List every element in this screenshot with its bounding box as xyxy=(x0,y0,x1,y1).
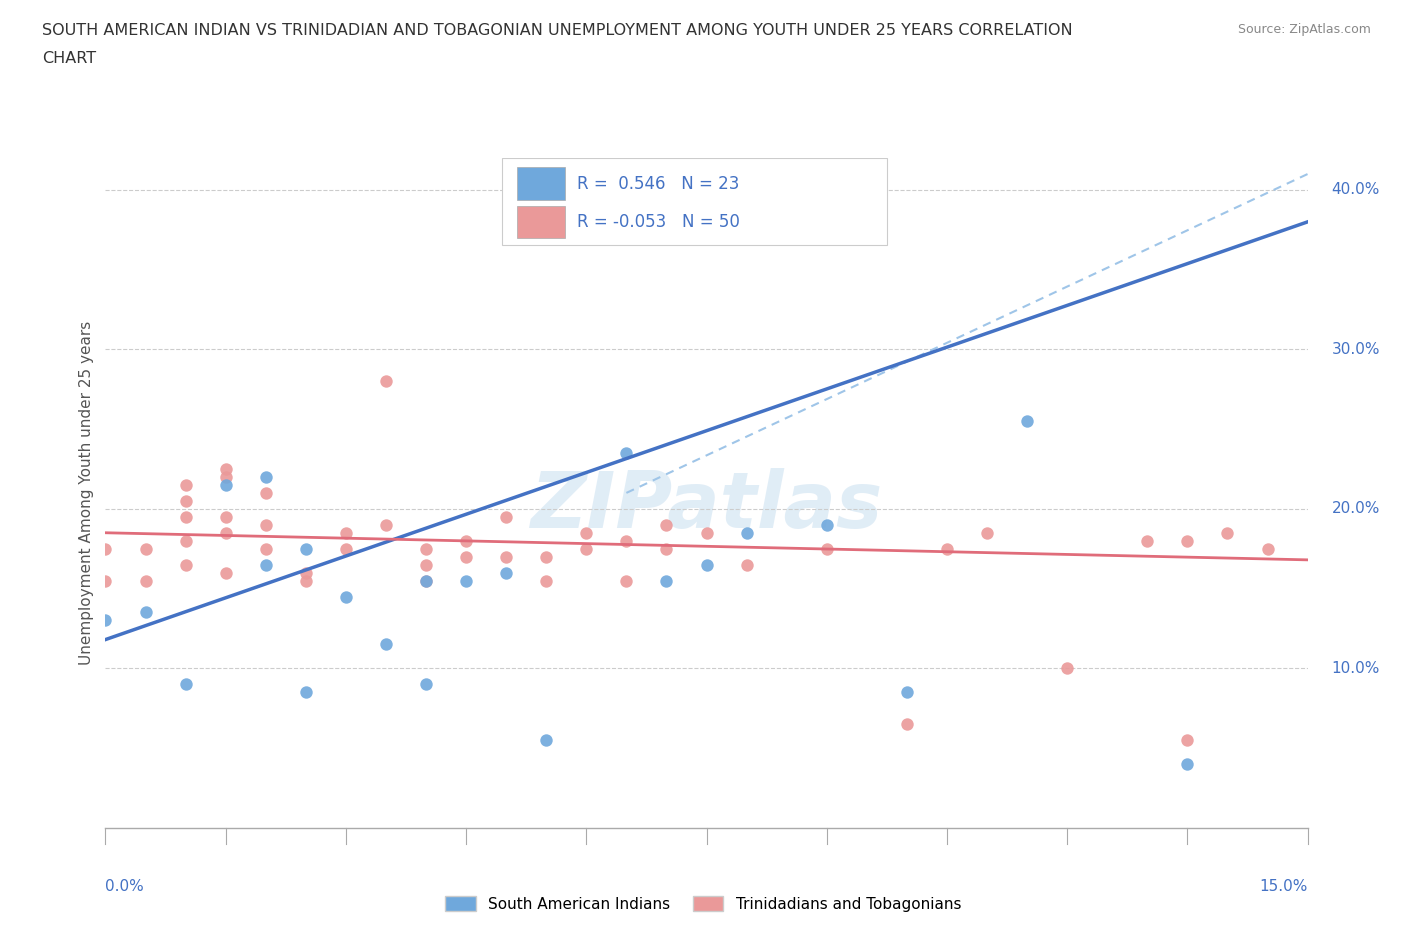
Point xyxy=(415,573,437,588)
Point xyxy=(696,525,718,540)
Point xyxy=(214,477,236,492)
Point xyxy=(1177,733,1199,748)
Text: 10.0%: 10.0% xyxy=(1331,661,1381,676)
Point xyxy=(254,517,277,532)
Point xyxy=(374,637,398,652)
Point xyxy=(896,684,918,699)
Point xyxy=(174,557,197,572)
Point xyxy=(1017,414,1039,429)
Point xyxy=(94,573,117,588)
Point xyxy=(1056,661,1078,676)
Point xyxy=(1136,533,1159,548)
Text: 30.0%: 30.0% xyxy=(1331,342,1381,357)
FancyBboxPatch shape xyxy=(516,206,565,238)
Point xyxy=(374,517,398,532)
Text: R = -0.053   N = 50: R = -0.053 N = 50 xyxy=(576,213,740,232)
Point xyxy=(1257,541,1279,556)
Y-axis label: Unemployment Among Youth under 25 years: Unemployment Among Youth under 25 years xyxy=(79,321,94,665)
Point xyxy=(295,565,318,580)
Point xyxy=(1177,756,1199,771)
Point xyxy=(534,550,557,565)
Text: 40.0%: 40.0% xyxy=(1331,182,1381,197)
Point xyxy=(94,613,117,628)
Point xyxy=(254,485,277,500)
Point xyxy=(295,541,318,556)
Point xyxy=(495,565,517,580)
Point xyxy=(174,494,197,509)
Point xyxy=(655,517,678,532)
Point xyxy=(655,541,678,556)
Point xyxy=(174,533,197,548)
Point xyxy=(454,573,477,588)
Text: CHART: CHART xyxy=(42,51,96,66)
FancyBboxPatch shape xyxy=(516,167,565,200)
Point xyxy=(815,517,838,532)
Point xyxy=(534,733,557,748)
Point xyxy=(135,605,157,620)
Point xyxy=(655,573,678,588)
Point xyxy=(174,510,197,525)
Point xyxy=(415,677,437,692)
FancyBboxPatch shape xyxy=(502,158,887,246)
Point xyxy=(254,557,277,572)
Point xyxy=(214,461,236,476)
Text: R =  0.546   N = 23: R = 0.546 N = 23 xyxy=(576,175,740,193)
Point xyxy=(135,541,157,556)
Point xyxy=(335,541,357,556)
Point xyxy=(415,573,437,588)
Point xyxy=(735,557,758,572)
Point xyxy=(174,477,197,492)
Point xyxy=(174,677,197,692)
Point xyxy=(214,565,236,580)
Point xyxy=(415,541,437,556)
Text: SOUTH AMERICAN INDIAN VS TRINIDADIAN AND TOBAGONIAN UNEMPLOYMENT AMONG YOUTH UND: SOUTH AMERICAN INDIAN VS TRINIDADIAN AND… xyxy=(42,23,1073,38)
Point xyxy=(936,541,959,556)
Point xyxy=(616,573,638,588)
Text: 20.0%: 20.0% xyxy=(1331,501,1381,516)
Point xyxy=(254,470,277,485)
Point xyxy=(495,510,517,525)
Point xyxy=(896,717,918,732)
Point xyxy=(454,550,477,565)
Point xyxy=(696,557,718,572)
Text: 15.0%: 15.0% xyxy=(1260,879,1308,894)
Text: 0.0%: 0.0% xyxy=(105,879,145,894)
Point xyxy=(1177,533,1199,548)
Point xyxy=(616,533,638,548)
Point xyxy=(94,541,117,556)
Legend: South American Indians, Trinidadians and Tobagonians: South American Indians, Trinidadians and… xyxy=(439,889,967,918)
Point xyxy=(214,525,236,540)
Point xyxy=(295,573,318,588)
Point xyxy=(335,525,357,540)
Text: Source: ZipAtlas.com: Source: ZipAtlas.com xyxy=(1237,23,1371,36)
Point xyxy=(135,573,157,588)
Point xyxy=(214,470,236,485)
Point xyxy=(735,525,758,540)
Point xyxy=(575,541,598,556)
Point xyxy=(534,573,557,588)
Point xyxy=(575,525,598,540)
Point xyxy=(976,525,998,540)
Point xyxy=(1216,525,1239,540)
Point xyxy=(454,533,477,548)
Point xyxy=(374,374,398,389)
Point xyxy=(214,510,236,525)
Point xyxy=(815,541,838,556)
Point xyxy=(335,589,357,604)
Point xyxy=(495,550,517,565)
Text: ZIPatlas: ZIPatlas xyxy=(530,469,883,544)
Point xyxy=(616,445,638,460)
Point xyxy=(415,557,437,572)
Point xyxy=(254,541,277,556)
Point xyxy=(295,684,318,699)
